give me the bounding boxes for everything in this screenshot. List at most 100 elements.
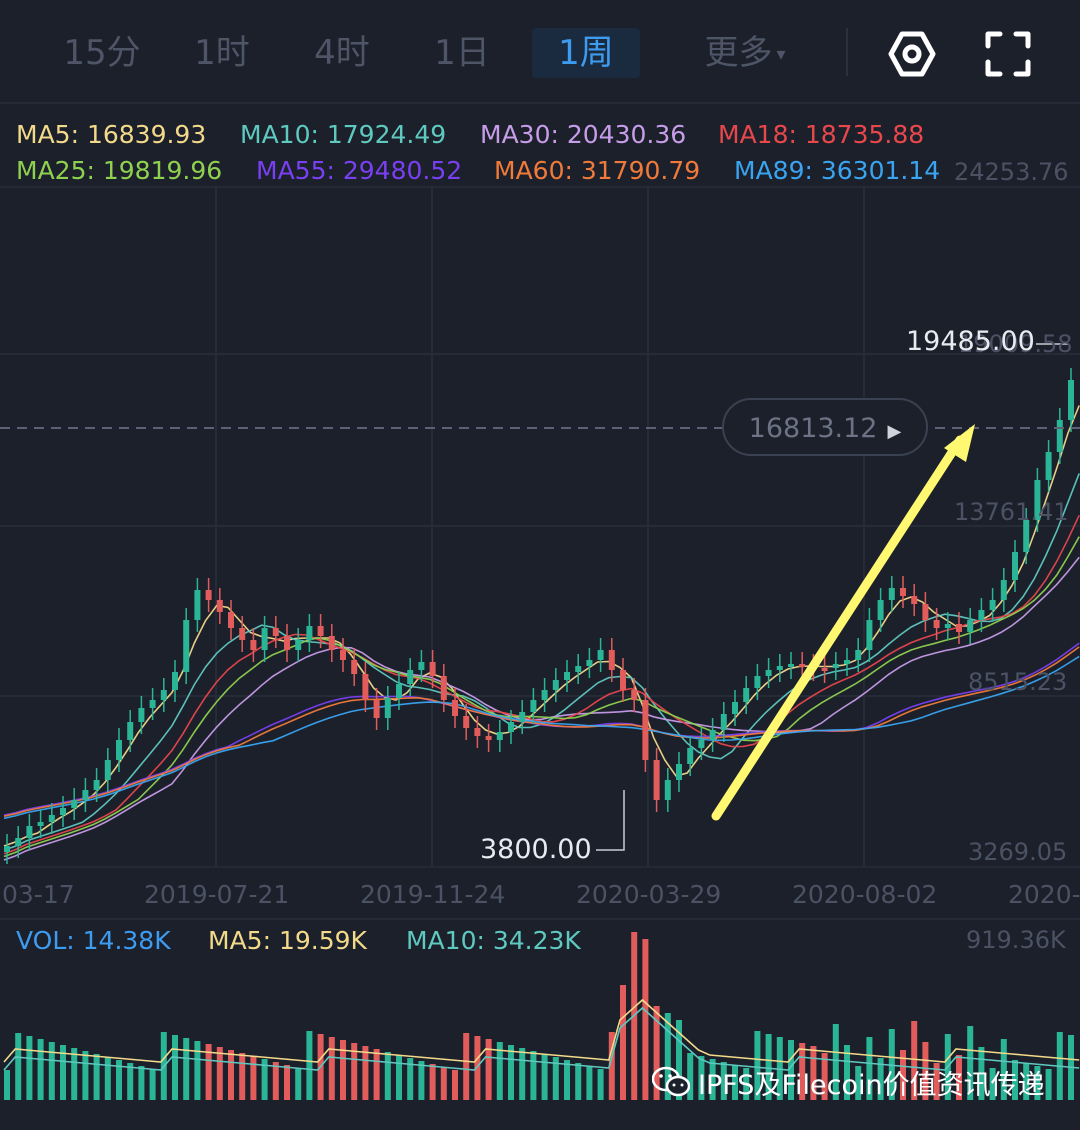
toolbar-divider [846,28,848,76]
ma-line-3 [3,514,1080,855]
volume-bar-54 [608,1032,615,1100]
fullscreen-button[interactable] [984,30,1032,78]
candle-body-92 [1034,480,1041,520]
date-axis-bottom-line [0,918,1080,920]
volume-bar-78 [877,1058,884,1100]
candle-body-52 [586,660,593,666]
tab-1w[interactable]: 1周 [532,28,640,78]
wechat-icon [652,1066,690,1097]
volume-bar-91 [1023,1063,1030,1100]
volume-ma5-label: MA5: 19.59K [208,926,367,955]
volume-axis-max: 919.36K [966,926,1066,954]
ma10-label: MA10: 17924.49 [240,120,447,149]
candle-body-81 [911,596,918,604]
candle-body-29 [328,636,335,650]
candle-body-2 [26,826,33,838]
chart-grid [0,188,1080,866]
volume-bar-6 [71,1048,78,1100]
volume-bar-85 [956,1055,962,1100]
volume-bar-8 [93,1054,100,1100]
tab-1h[interactable]: 1时 [194,33,250,73]
candle-body-45 [508,722,514,732]
volume-bar-37 [418,1061,425,1100]
candle-body-67 [754,676,761,688]
volume-bar-51 [575,1063,582,1100]
current-price-pill[interactable]: 16813.12 ▶ [722,398,928,456]
candle-body-16 [183,620,190,672]
ma-line-0 [3,405,1080,847]
candle-body-34 [384,698,391,718]
settings-icon [888,31,936,77]
candle-body-5 [60,808,66,815]
candle-body-74 [832,664,839,668]
candle-body-91 [1023,520,1030,552]
candle-body-51 [575,666,582,672]
volume-bar-62 [698,1056,705,1100]
caret-down-icon: ▾ [776,43,786,65]
volume-bar-50 [564,1060,570,1100]
ma-line-6 [3,646,1080,817]
tab-more[interactable]: 更多 ▾ [690,28,800,78]
candle-body-84 [944,624,951,628]
tab-1d[interactable]: 1日 [434,33,490,73]
ma-line-4 [3,536,1080,858]
date-label-3: 2020-03-29 [576,880,722,909]
candles [4,368,1074,864]
volume-bar-22 [250,1056,257,1100]
candle-body-86 [967,620,974,632]
candle-body-53 [597,650,604,660]
candle-body-20 [228,612,234,628]
candle-body-17 [194,590,201,620]
candle-body-18 [205,590,212,600]
volume-bar-43 [485,1039,492,1100]
candle-body-54 [608,650,615,670]
candle-body-23 [261,628,268,650]
candle-body-12 [138,708,145,722]
fullscreen-icon [985,31,1031,77]
ma25-label: MA25: 19819.96 [16,156,223,185]
volume-bar-44 [496,1042,503,1100]
candle-body-42 [474,728,481,736]
tab-4h[interactable]: 4时 [314,33,370,73]
volume-bar-42 [474,1036,481,1100]
ma-line-2 [3,556,1080,861]
volume-bar-81 [911,1021,918,1100]
candle-body-63 [709,730,716,740]
price-axis-bottom: 3269.05 [968,838,1068,866]
volume-bar-90 [1012,1060,1018,1100]
volume-bar-76 [855,1066,862,1100]
volume-bar-48 [541,1054,548,1100]
candle-body-66 [743,688,750,702]
volume-bar-71 [799,1043,806,1100]
candle-body-38 [429,662,436,676]
date-label-0: 03-17 [2,880,75,909]
low-marker-line [596,790,625,851]
volume-bar-24 [272,1062,279,1100]
volume-ma-line-1 [3,1006,1080,1071]
volume-bar-36 [407,1058,414,1100]
volume-bar-61 [687,1053,694,1100]
candle-body-46 [519,712,526,722]
volume-bar-26 [295,1068,302,1100]
volume-bar-35 [396,1055,402,1100]
candle-body-57 [642,700,649,760]
candle-body-9 [104,760,111,780]
candle-body-61 [687,748,694,764]
toolbar-divider-line [0,102,1080,104]
volume-bar-53 [597,1069,604,1100]
candle-body-25 [284,636,290,650]
settings-button[interactable] [888,30,936,78]
current-price-value: 16813.12 [748,413,878,444]
candle-body-71 [799,664,806,667]
volume-ma10-label: MA10: 34.23K [406,926,581,955]
legend-divider-line [0,186,1080,188]
ma5-label: MA5: 16839.93 [16,120,207,149]
candle-body-43 [485,736,492,740]
volume-bar-17 [194,1041,201,1100]
ma-line-7 [3,655,1080,820]
volume-bar-19 [216,1047,223,1100]
tab-15m[interactable]: 15分 [63,33,141,73]
candle-body-55 [620,670,626,690]
candle-body-68 [765,670,772,676]
